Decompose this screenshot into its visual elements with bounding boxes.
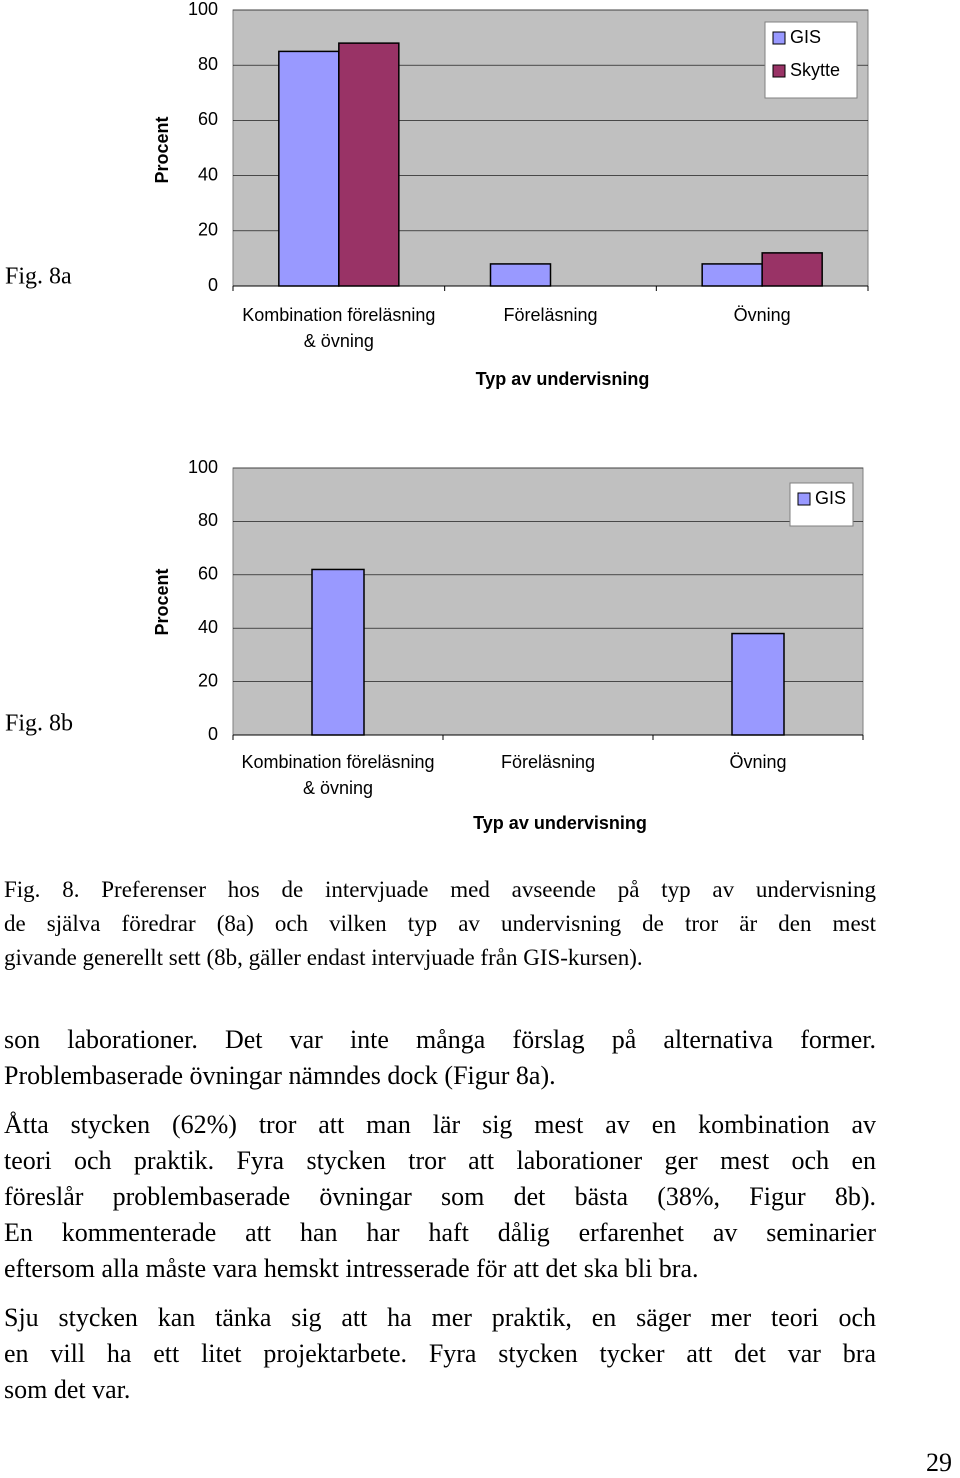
y-tick-label: 80 — [198, 54, 218, 74]
text-line: givande generellt sett (8b, gäller endas… — [4, 945, 643, 970]
page-number: 29 — [926, 1448, 952, 1477]
y-tick-label: 100 — [188, 457, 218, 477]
text-line: som det var. — [4, 1375, 131, 1404]
y-tick-label: 20 — [198, 220, 218, 240]
text-line: Problembaserade övningar nämndes dock (F… — [4, 1061, 556, 1090]
text-line: en vill ha ett litet projektarbete. Fyra… — [4, 1339, 876, 1368]
x-tick-label: Kombination föreläsning & övning — [242, 305, 436, 351]
x-tick-label: Kombination föreläsning & övning — [241, 752, 435, 798]
bar — [761, 252, 823, 287]
x-tick-label-box: Övning — [733, 305, 791, 325]
x-tick-label: Övning — [733, 305, 791, 325]
bar — [489, 263, 552, 287]
text-line: föreslår problembaserade övningar som de… — [4, 1182, 876, 1211]
y-tick-label: 0 — [208, 275, 218, 295]
y-tick-label: 40 — [198, 617, 218, 637]
x-tick-label-box: Föreläsning — [500, 752, 596, 772]
figure-label: Fig. 8a — [5, 264, 72, 290]
figure-label: Fig. 8b — [5, 711, 73, 737]
y-axis-title: Procent — [152, 116, 172, 183]
x-tick-label: Föreläsning — [503, 305, 598, 325]
y-tick-label: 60 — [198, 109, 218, 129]
bar — [278, 50, 340, 287]
text-line: Åtta stycken (62%) tror att man lär sig … — [4, 1110, 876, 1139]
bar — [338, 42, 400, 287]
x-axis-title: Typ av undervisning — [473, 813, 647, 833]
text-line: En kommenterade att han har haft dålig e… — [4, 1218, 876, 1247]
text-line: son laborationer. Det var inte många för… — [4, 1025, 876, 1054]
x-tick-label-box: Kombination föreläsning & övning — [241, 752, 435, 798]
legend-label: Skytte — [790, 60, 840, 80]
x-tick-label-box: Föreläsning — [503, 305, 598, 325]
legend-label: GIS — [815, 488, 846, 508]
y-tick-label: 60 — [198, 564, 218, 584]
bar — [731, 632, 785, 736]
text-line: Sju stycken kan tänka sig att ha mer pra… — [4, 1303, 876, 1332]
text-line: Fig. 8. Preferenser hos de intervjuade m… — [4, 877, 876, 902]
y-tick-label: 80 — [198, 510, 218, 530]
x-tick-label: Föreläsning — [500, 752, 596, 772]
x-tick-label-box: Kombination föreläsning & övning — [242, 305, 436, 351]
y-tick-label: 0 — [208, 724, 218, 744]
y-tick-label: 100 — [188, 0, 218, 19]
bar — [701, 263, 763, 287]
legend-swatch — [772, 64, 786, 78]
legend-label: GIS — [790, 27, 821, 47]
text-line: eftersom alla måste vara hemskt intresse… — [4, 1254, 699, 1283]
legend-swatch — [797, 492, 811, 506]
y-tick-label: 20 — [198, 670, 218, 690]
y-axis-title: Procent — [152, 568, 172, 635]
bar — [311, 568, 365, 736]
charts: Fig. 8a Fig. 8b 0 20 40 60 80 100 Procent Typ a… — [5, 0, 869, 833]
legend-swatch — [772, 31, 786, 45]
x-tick-label-box: Övning — [729, 752, 787, 772]
y-tick-label: 40 — [198, 164, 218, 184]
x-axis-title: Typ av undervisning — [476, 369, 650, 389]
text-line: de själva föredrar (8a) och vilken typ a… — [4, 911, 876, 936]
x-tick-label: Övning — [729, 752, 787, 772]
text-line: teori och praktik. Fyra stycken tror att… — [4, 1146, 876, 1175]
